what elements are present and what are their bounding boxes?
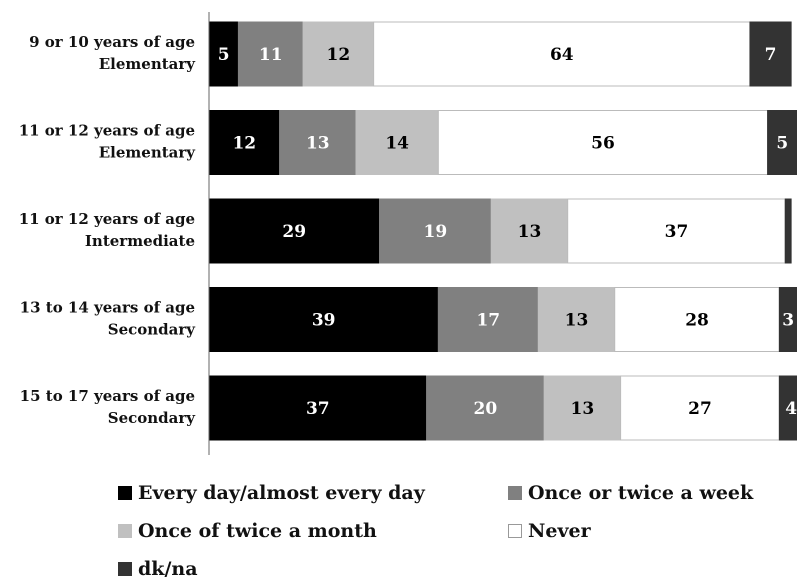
bar-segment	[426, 375, 545, 441]
value-label: 13	[518, 222, 542, 242]
legend-swatch-once-twice-month	[118, 524, 132, 538]
value-label: 12	[327, 45, 351, 65]
bar-segment	[490, 198, 569, 264]
value-label: 19	[424, 222, 448, 242]
bar-segment	[279, 110, 357, 175]
category-label-3: 13 to 14 years of age Secondary	[20, 299, 197, 339]
category-label-line: 11 or 12 years of age	[19, 210, 195, 228]
value-label: 64	[550, 45, 574, 65]
category-label-line: Secondary	[108, 321, 197, 339]
legend-label-dk-na: dk/na	[138, 558, 198, 580]
value-label: 37	[306, 399, 330, 419]
legend-label-once-twice-month: Once of twice a month	[138, 520, 377, 542]
bar-segment	[437, 110, 769, 175]
legend-item-once-twice-month: Once of twice a month	[118, 520, 377, 542]
value-label: 13	[306, 134, 330, 154]
bar-segment	[373, 21, 751, 87]
bar-segment	[614, 287, 780, 352]
value-label: 13	[565, 311, 589, 331]
category-label-line: 15 to 17 years of age	[20, 387, 195, 405]
category-label-line: 13 to 14 years of age	[20, 299, 195, 317]
value-label: 5	[776, 134, 788, 154]
bar-segment	[208, 110, 281, 175]
value-label: 20	[474, 399, 498, 419]
category-label-0: 9 or 10 years of age Elementary	[29, 33, 196, 73]
bar-segment	[379, 198, 492, 264]
bar-segment	[208, 198, 381, 264]
value-label: 29	[282, 222, 306, 242]
legend-item-every-day: Every day/almost every day	[118, 482, 425, 504]
bar-segment	[784, 198, 792, 264]
bar-segment	[208, 287, 439, 352]
value-label: 17	[476, 311, 500, 331]
legend-label-every-day: Every day/almost every day	[138, 482, 425, 504]
category-label-4: 15 to 17 years of age Secondary	[20, 387, 197, 427]
value-label: 5	[218, 45, 230, 65]
value-label: 4	[785, 399, 797, 419]
category-label-1: 11 or 12 years of age Elementary	[19, 122, 197, 162]
value-label: 28	[685, 311, 709, 331]
bar-segment	[543, 375, 622, 441]
legend-item-once-twice-week: Once or twice a week	[508, 482, 753, 504]
bar-segment	[237, 21, 304, 87]
legend-item-dk-na: dk/na	[118, 558, 198, 580]
value-label: 37	[665, 222, 689, 242]
category-label-line: Secondary	[108, 409, 197, 427]
legend-label-once-twice-week: Once or twice a week	[528, 482, 754, 504]
bar-segment	[749, 21, 792, 87]
value-label: 56	[591, 134, 615, 154]
legend-swatch-once-twice-week	[508, 486, 522, 500]
category-label-2: 11 or 12 years of age Intermediate	[19, 210, 195, 250]
value-label: 14	[385, 134, 409, 154]
category-label-line: Elementary	[99, 55, 197, 73]
value-label: 7	[765, 45, 777, 65]
bar-segment	[778, 375, 797, 441]
category-label-line: 11 or 12 years of age	[19, 122, 195, 140]
value-label: 12	[232, 134, 256, 154]
value-label: 39	[312, 311, 336, 331]
value-label: 27	[688, 399, 712, 419]
bar-segment	[208, 21, 239, 87]
category-label-line: Elementary	[99, 144, 197, 162]
bar-segment	[537, 287, 616, 352]
legend-swatch-never	[508, 524, 522, 538]
legend-swatch-every-day	[118, 486, 132, 500]
bar-segment	[767, 110, 797, 175]
category-label-line: 9 or 10 years of age	[29, 33, 195, 51]
category-label-line: Intermediate	[85, 232, 195, 250]
legend-label-never: Never	[528, 520, 591, 542]
legend-swatch-dk-na	[118, 562, 132, 576]
value-label: 3	[782, 311, 794, 331]
legend-item-never: Never	[508, 520, 591, 542]
value-label: 13	[571, 399, 595, 419]
value-label: 11	[259, 45, 283, 65]
